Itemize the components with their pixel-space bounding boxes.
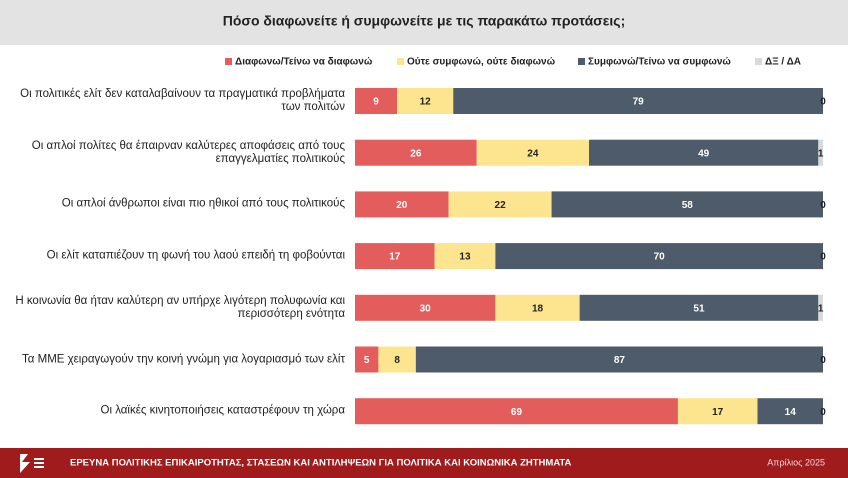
bar-segment [355,139,477,166]
chart-title: Πόσο διαφωνείτε ή συμφωνείτε με τις παρα… [223,13,625,29]
footer-band [0,448,848,478]
legend-label: Διαφωνω/Τείνω να διαφωνώ [235,57,373,68]
logo [20,454,44,473]
bar-segment [355,243,435,270]
bar-segment [476,139,589,166]
category-label: Οι απλοί άνθρωποι είναι πιο ηθικοί από τ… [61,197,345,210]
category-label: Τα ΜΜΕ χειραγωγούν την κοινή γνώμη για λ… [22,353,345,365]
value-label: 0 [820,252,826,263]
bar-segment [677,398,758,425]
bar-segment [355,346,379,373]
bar-segment [589,139,819,166]
bar-segment [818,294,823,321]
bar-segment [818,139,823,166]
value-label: 26 [410,148,422,159]
value-label: 51 [693,303,705,314]
bar-segment [579,294,819,321]
legend-swatch [578,58,585,65]
category-label: Οι πολιτικές ελίτ δεν καταλαβαίνουν τα π… [20,88,345,113]
legend-label: Ούτε συμφωνώ, ούτε διαφωνώ [407,57,556,68]
legend-swatch [225,58,232,65]
value-label: 14 [785,407,797,418]
value-label: 1 [818,303,824,314]
category-label: Οι ελίτ καταπιέζουν τη φωνή του λαού επε… [46,249,345,262]
value-label: 17 [389,252,401,263]
bar-segment [355,398,678,425]
value-label: 87 [614,355,626,366]
bar-segment [495,243,823,270]
bar-segment [551,191,823,218]
category-label: Οι λαϊκές κινητοποιήσεις καταστρέφουν τη… [100,404,346,417]
bar-segment [757,398,823,425]
bar-segment [378,346,416,373]
value-label: 18 [532,303,544,314]
bar-segment [355,191,449,218]
footer-title: ΕΡΕΥΝΑ ΠΟΛΙΤΙΚΗΣ ΕΠΙΚΑΙΡΟΤΗΤΑΣ, ΣΤΑΣΕΩΝ … [70,458,571,469]
legend-label: Συμφωνώ/Τείνω να συμφωνώ [588,57,731,68]
value-label: 0 [820,200,826,211]
bar-segment [397,88,454,114]
value-label: 8 [394,355,400,366]
legend-label: ΔΞ / ΔΑ [765,57,801,68]
value-label: 1 [818,148,824,159]
value-label: 58 [682,200,694,211]
bar-segment [453,88,823,114]
value-label: 24 [527,148,539,159]
legend-swatch [397,58,404,65]
bar-segment [495,294,580,321]
bar-segment [434,243,496,270]
category-label: Οι απλοί πολίτες θα έπαιρναν καλύτερες α… [31,139,345,165]
value-label: 79 [633,97,645,108]
value-label: 22 [495,200,507,211]
value-label: 0 [820,355,826,366]
bar-segment [415,346,823,373]
bar-segment [355,88,398,114]
legend-swatch [755,58,762,65]
value-label: 13 [459,252,471,263]
value-label: 12 [420,97,432,108]
value-label: 17 [712,407,724,418]
value-label: 0 [820,407,826,418]
value-label: 9 [373,97,379,108]
value-label: 0 [820,97,826,108]
footer-date: Απρίλιος 2025 [767,457,825,467]
bar-segment [448,191,552,218]
value-label: 20 [396,200,408,211]
value-label: 30 [420,303,432,314]
category-label: Η κοινωνία θα ήταν καλύτερη αν υπήρχε λι… [15,294,345,320]
bar-segment [355,294,496,321]
value-label: 5 [364,355,370,366]
value-label: 49 [698,148,710,159]
value-label: 69 [511,407,523,418]
value-label: 70 [654,252,666,263]
header-band [0,0,848,45]
